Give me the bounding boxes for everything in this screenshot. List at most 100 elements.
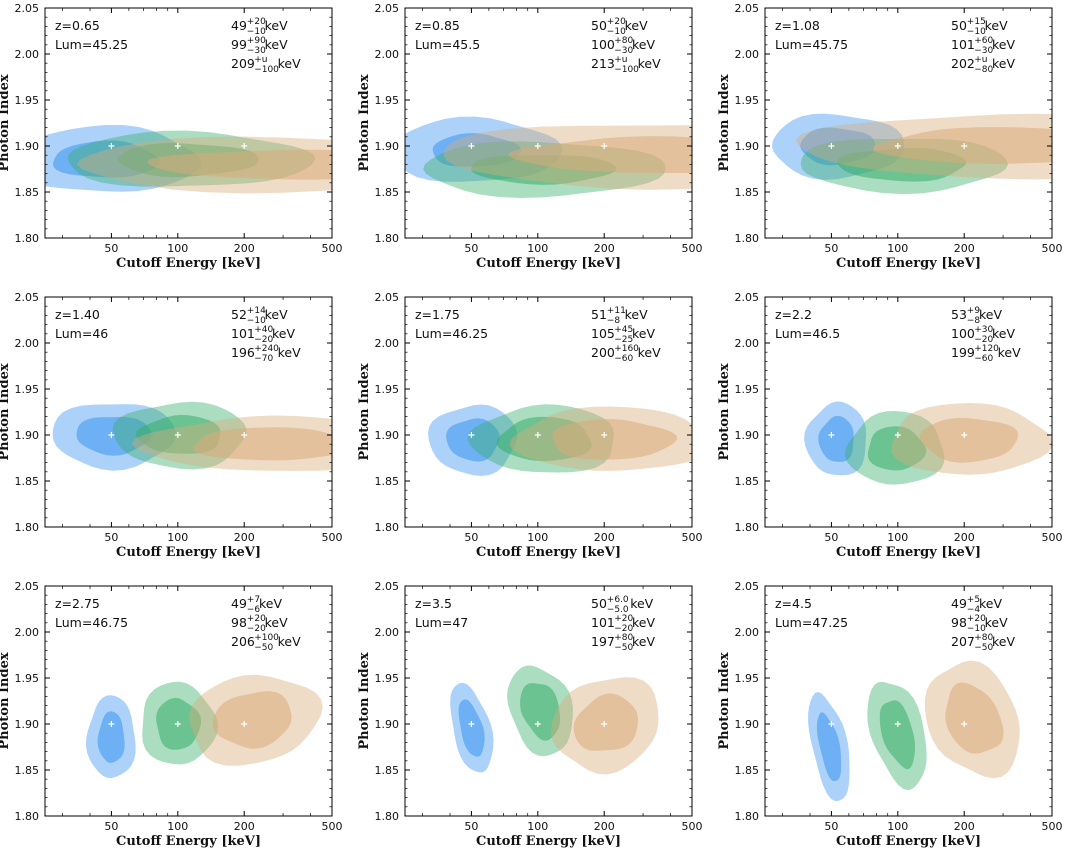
fit-error-minus: −8 [967,316,981,326]
redshift-label: z=1.40 [55,307,100,322]
fit-value-label: 197 [591,634,615,649]
fit-unit: keV [278,345,301,360]
x-axis-title: Cutoff Energy [keV] [476,256,621,271]
y-tick-label: 1.90 [15,718,40,731]
panel: 1.80 1.85 1.90 1.95 2.00 2.05 50 100 200 500 Cutof… [357,291,703,560]
panel: 1.80 1.85 1.90 1.95 2.00 2.05 50 100 200 500 Cutof… [717,291,1063,560]
fit-error-plus: +7 [247,595,260,605]
fit-error-plus: +60 [974,36,993,46]
x-axis-title: Cutoff Energy [keV] [476,834,621,848]
fit-value: 98 [951,615,967,630]
fit-unit: keV [630,596,653,611]
x-axis-title: Cutoff Energy [keV] [836,256,981,271]
y-axis-title: Photon Index [717,363,732,460]
plot-frame [764,296,1053,528]
y-tick-label: 2.00 [375,48,400,61]
fit-unit: keV [272,326,295,341]
redshift-label: z=1.08 [775,18,820,33]
fit-value: 53 [951,307,967,322]
y-tick-label: 2.00 [375,337,400,350]
y-tick-label: 1.95 [15,94,40,107]
fit-error-minus: −70 [254,354,273,364]
fit-value-label: 49 [231,596,247,611]
y-tick-label: 2.05 [15,291,40,304]
true-value-marker [174,143,181,149]
fit-value: 199 [951,345,975,360]
redshift-label: z=0.85 [415,18,460,33]
true-value-marker [961,432,968,438]
y-tick-label: 1.95 [375,672,400,685]
true-value-marker [108,721,115,727]
y-tick-label: 1.85 [15,764,40,777]
y-tick-label: 1.95 [735,672,760,685]
fit-error-minus: −30 [614,46,633,56]
y-tick-label: 2.00 [735,337,760,350]
x-tick-label: 500 [1042,820,1063,833]
y-tick-label: 2.05 [735,291,760,304]
fit-error-plus: +20 [247,17,266,27]
y-axis-title: Photon Index [0,363,12,460]
fit-error-plus: +80 [614,633,633,643]
y-tick-label: 1.80 [15,232,40,245]
true-value-marker [534,432,541,438]
fit-value-label: 196 [231,345,255,360]
redshift-label: z=0.65 [55,18,100,33]
fit-unit: keV [998,345,1021,360]
fit-value-label: 49 [231,18,247,33]
y-tick-label: 1.90 [375,140,400,153]
luminosity-label: Lum=46.5 [775,326,840,341]
y-tick-label: 2.05 [735,580,760,593]
fit-value: 50 [591,596,607,611]
x-tick-label: 500 [1042,531,1063,544]
fit-error-minus: −10 [247,27,266,37]
fit-value: 100 [591,37,615,52]
fit-unit: keV [632,326,655,341]
fit-value-label: 50 [951,18,967,33]
plot-frame [404,296,693,528]
contour-group [771,113,1052,195]
fit-error-minus: −60 [614,354,633,364]
y-tick-label: 1.90 [15,429,40,442]
true-value-marker [534,721,541,727]
fit-value: 52 [231,307,247,322]
contour-inner-series-3 [508,136,692,173]
fit-error-minus: −10 [967,27,986,37]
x-tick-label: 100 [887,820,908,833]
x-axis-title: Cutoff Energy [keV] [836,545,981,560]
fit-value: 101 [231,326,255,341]
fit-error-minus: −10 [247,316,266,326]
fit-value-label: 209 [231,56,255,71]
true-value-marker [241,143,248,149]
fit-value-label: 49 [951,596,967,611]
panel: 1.80 1.85 1.90 1.95 2.00 2.05 50 100 200 500 Cutof… [0,2,343,271]
fit-value: 207 [951,634,975,649]
contour-group [804,401,1052,485]
y-tick-label: 1.85 [375,475,400,488]
y-tick-label: 1.85 [375,764,400,777]
x-axis-title: Cutoff Energy [keV] [116,545,261,560]
luminosity-label: Lum=46.25 [415,326,488,341]
fit-value-label: 101 [951,37,975,52]
fit-unit: keV [259,596,282,611]
fit-value: 206 [231,634,255,649]
fit-value: 99 [231,37,247,52]
fit-error-minus: −4 [967,605,981,615]
fit-value: 200 [591,345,615,360]
plot-frame [44,7,333,239]
panel: 1.80 1.85 1.90 1.95 2.00 2.05 50 100 200 500 Cutof… [357,2,703,271]
y-tick-label: 1.80 [15,521,40,534]
y-tick-label: 1.85 [15,475,40,488]
fit-error-minus: −50 [974,643,993,653]
fit-value-label: 52 [231,307,247,322]
x-tick-label: 50 [464,242,478,255]
fit-value: 49 [231,18,247,33]
y-tick-label: 1.90 [375,718,400,731]
fit-value: 101 [591,615,615,630]
contour-inner-series-3 [573,693,638,751]
x-tick-label: 500 [682,242,703,255]
x-tick-label: 50 [104,242,118,255]
panel: 1.80 1.85 1.90 1.95 2.00 2.05 50 100 200 500 Cutof… [717,580,1063,848]
luminosity-label: Lum=46 [55,326,108,341]
fit-unit: keV [278,56,301,71]
true-value-marker [961,721,968,727]
